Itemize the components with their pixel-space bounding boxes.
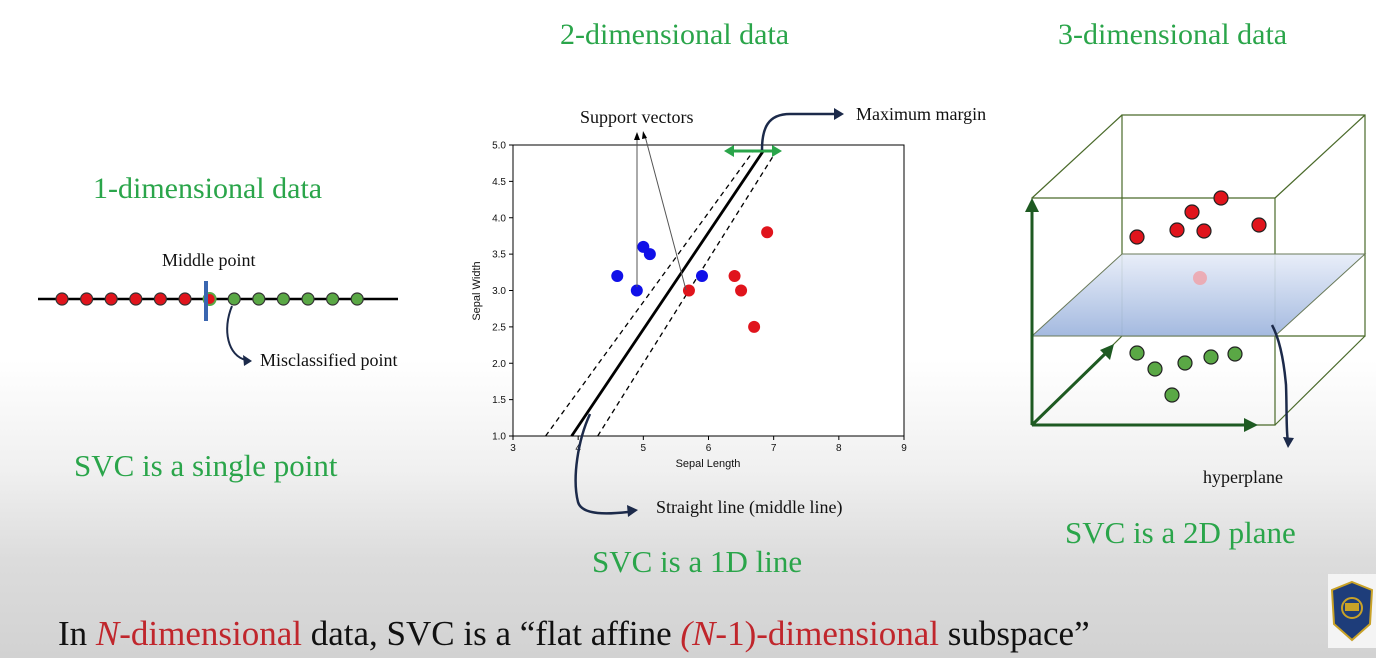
- svc-caption-2d: SVC is a 1D line: [592, 544, 803, 579]
- scatter-point: [611, 269, 624, 282]
- axis-arrow-up: [1025, 198, 1039, 212]
- red-point: [79, 292, 94, 306]
- scatter-point: [728, 269, 741, 282]
- red-point: [104, 292, 118, 306]
- y-tick-label: 2.0: [492, 359, 506, 370]
- y-tick-label: 1.0: [492, 432, 506, 443]
- support-vector-arrow-head: [634, 132, 640, 140]
- misclassified-point-label: Misclassified point: [260, 350, 398, 370]
- x-tick-label: 6: [706, 443, 712, 454]
- green-point: [227, 292, 241, 306]
- y-tick-label: 4.0: [492, 213, 506, 224]
- scatter-chart: 3 4 5 6 7 8 91.01.52.02.53.03.54.04.55.0 Sepal…: [471, 108, 907, 517]
- maximum-margin-callout-head: [834, 108, 844, 120]
- red-point: [153, 292, 167, 306]
- x-tick-label: 8: [836, 443, 842, 454]
- maximum-margin-callout: [760, 112, 838, 151]
- red-point-behind-plane: [1193, 271, 1207, 285]
- scatter-point: [748, 320, 761, 333]
- bottom-part-1: In: [58, 614, 96, 653]
- red-points-3d: [1129, 190, 1267, 245]
- y-tick-label: 5.0: [492, 141, 506, 152]
- one-dimensional-diagram: [38, 281, 398, 366]
- title-1d: 1-dimensional data: [93, 172, 323, 205]
- x-tick-label: 3: [510, 443, 516, 454]
- three-dimensional-diagram: [1025, 114, 1367, 448]
- middle-point-label: Middle point: [162, 250, 256, 270]
- maximum-margin-arrow-left: [724, 145, 734, 157]
- scatter-point: [643, 248, 656, 261]
- green-point: [301, 292, 315, 306]
- green-points-3d: [1129, 345, 1243, 403]
- misclassified-arrow: [226, 305, 247, 361]
- bottom-part-4: data, SVC is a “flat affine: [302, 614, 681, 653]
- y-axis-label: Sepal Width: [471, 261, 483, 320]
- margin-line: [597, 149, 778, 437]
- y-tick-label: 2.5: [492, 322, 506, 333]
- straight-line-callout-head: [627, 505, 638, 517]
- red-point: [178, 292, 192, 306]
- axis-arrow-depth: [1100, 344, 1114, 360]
- plot-area: [512, 144, 905, 437]
- axis-arrow-right: [1244, 418, 1258, 432]
- svc-caption-3d: SVC is a 2D plane: [1065, 515, 1296, 550]
- maximum-margin-label: Maximum margin: [856, 104, 987, 124]
- green-point: [326, 292, 340, 306]
- support-vectors-label: Support vectors: [580, 107, 694, 127]
- margin-line: [545, 149, 755, 437]
- scatter-point: [761, 226, 774, 239]
- support-vector-pointer-red: [644, 135, 687, 291]
- x-tick-label: 5: [641, 443, 647, 454]
- straight-line-label: Straight line (middle line): [656, 497, 843, 517]
- y-tick-label: 3.0: [492, 286, 506, 297]
- y-tick-label: 1.5: [492, 395, 506, 406]
- x-axis-label: Sepal Length: [676, 458, 741, 470]
- scatter-point: [630, 284, 643, 297]
- bottom-part-n-minus: (N: [680, 614, 716, 653]
- green-point: [252, 292, 266, 306]
- bottom-part-7: subspace”: [938, 614, 1090, 653]
- chart-layer: 3 4 5 6 7 8 91.01.52.02.53.03.54.04.55.0: [492, 141, 907, 455]
- bottom-part-n-minus-1-dimensional: -1)-dimensional: [715, 614, 939, 653]
- bottom-statement: In N-dimensional data, SVC is a “flat af…: [58, 614, 1090, 654]
- red-point: [129, 292, 143, 306]
- book-icon: [1345, 603, 1359, 611]
- green-point: [350, 292, 364, 306]
- support-vector-arrow-head-2: [642, 131, 647, 139]
- straight-line-callout: [574, 413, 629, 515]
- scatter-point: [695, 269, 708, 282]
- hyperplane-callout-head: [1283, 437, 1294, 448]
- bottom-part-dimensional: -dimensional: [119, 614, 303, 653]
- maximum-margin-arrow-right: [772, 145, 782, 157]
- hyperplane-label: hyperplane: [1203, 467, 1283, 487]
- middle-line: [570, 149, 766, 437]
- bottom-part-n: N: [95, 614, 120, 653]
- red-point: [55, 292, 69, 306]
- scatter-point: [735, 284, 748, 297]
- scatter-point: [682, 284, 695, 297]
- title-3d: 3-dimensional data: [1058, 18, 1288, 51]
- axes-3d: [1030, 208, 1248, 427]
- svc-caption-1d: SVC is a single point: [74, 448, 338, 483]
- x-tick-label: 9: [901, 443, 907, 454]
- title-2d: 2-dimensional data: [560, 18, 790, 51]
- line-points: [55, 292, 364, 306]
- laurel-icon: [1341, 597, 1363, 619]
- misclassified-arrow-head: [243, 355, 252, 366]
- hyperplane-plane: [1030, 253, 1367, 337]
- hyperplane-callout: [1270, 324, 1290, 443]
- green-point: [276, 292, 290, 306]
- logo-badge: [1328, 574, 1376, 648]
- y-tick-label: 3.5: [492, 250, 506, 261]
- x-tick-label: 7: [771, 443, 777, 454]
- y-tick-label: 4.5: [492, 177, 506, 188]
